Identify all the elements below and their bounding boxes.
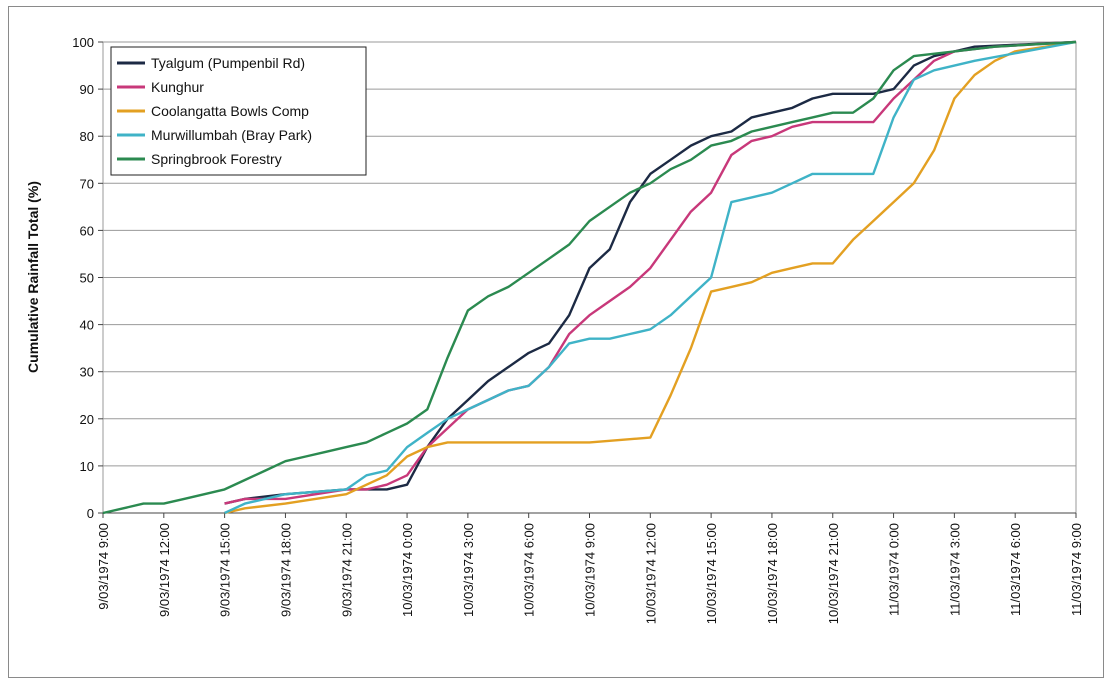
- series-lines: [102, 40, 1077, 515]
- legend-box: [110, 46, 367, 176]
- series-line-1: [224, 40, 1077, 505]
- legend-label: Coolangatta Bowls Comp: [151, 103, 309, 119]
- x-tick-label: 11/03/1974 0:00: [887, 523, 902, 616]
- y-tick-label: 40: [80, 318, 94, 333]
- x-tick-label: 9/03/1974 18:00: [278, 523, 293, 617]
- x-tick-label: 9/03/1974 15:00: [218, 523, 233, 617]
- y-tick-label: 80: [80, 129, 94, 144]
- x-tick-label: 9/03/1974 9:00: [96, 523, 111, 610]
- y-tick-label: 50: [80, 271, 94, 286]
- gridlines: [103, 41, 1076, 467]
- x-tick-label: 10/03/1974 12:00: [643, 523, 658, 624]
- y-tick-label: 0: [87, 506, 94, 521]
- x-tick-label: 11/03/1974 6:00: [1008, 523, 1023, 616]
- series-line-3: [224, 40, 1077, 515]
- x-tick-label: 9/03/1974 21:00: [339, 523, 354, 617]
- x-tick-label: 10/03/1974 18:00: [765, 523, 780, 624]
- y-axis-title: Cumulative Rainfall Total (%): [25, 181, 41, 373]
- legend-label: Kunghur: [151, 79, 204, 95]
- x-tick-label: 11/03/1974 3:00: [947, 523, 962, 616]
- y-tick-label: 60: [80, 223, 94, 238]
- x-tick-label: 10/03/1974 6:00: [522, 523, 537, 617]
- x-tick-label: 11/03/1974 9:00: [1069, 523, 1084, 616]
- series-line-4: [102, 40, 1077, 515]
- legend: Tyalgum (Pumpenbil Rd) Kunghur Coolangatta…: [110, 46, 367, 176]
- y-tick-label: 90: [80, 82, 94, 97]
- x-tick-label: 10/03/1974 3:00: [461, 523, 476, 617]
- legend-label: Murwillumbah (Bray Park): [151, 127, 312, 143]
- x-axis-ticks: 9/03/1974 9:00 9/03/1974 12:00 9/03/1974 1…: [96, 513, 1084, 624]
- x-tick-label: 9/03/1974 12:00: [157, 523, 172, 617]
- series-line-2: [224, 40, 1077, 515]
- legend-label: Springbrook Forestry: [151, 151, 282, 167]
- x-tick-label: 10/03/1974 21:00: [826, 523, 841, 624]
- x-tick-label: 10/03/1974 0:00: [400, 523, 415, 617]
- x-tick-label: 10/03/1974 15:00: [704, 523, 719, 624]
- y-tick-label: 100: [72, 35, 94, 50]
- y-axis-ticks: 0 10 20 30 40 50 60 70 80 90 100: [72, 35, 1076, 521]
- y-tick-label: 30: [80, 365, 94, 380]
- y-tick-label: 10: [80, 459, 94, 474]
- y-tick-label: 70: [80, 176, 94, 191]
- legend-label: Tyalgum (Pumpenbil Rd): [151, 55, 305, 71]
- x-tick-label: 10/03/1974 9:00: [583, 523, 598, 617]
- y-tick-label: 20: [80, 412, 94, 427]
